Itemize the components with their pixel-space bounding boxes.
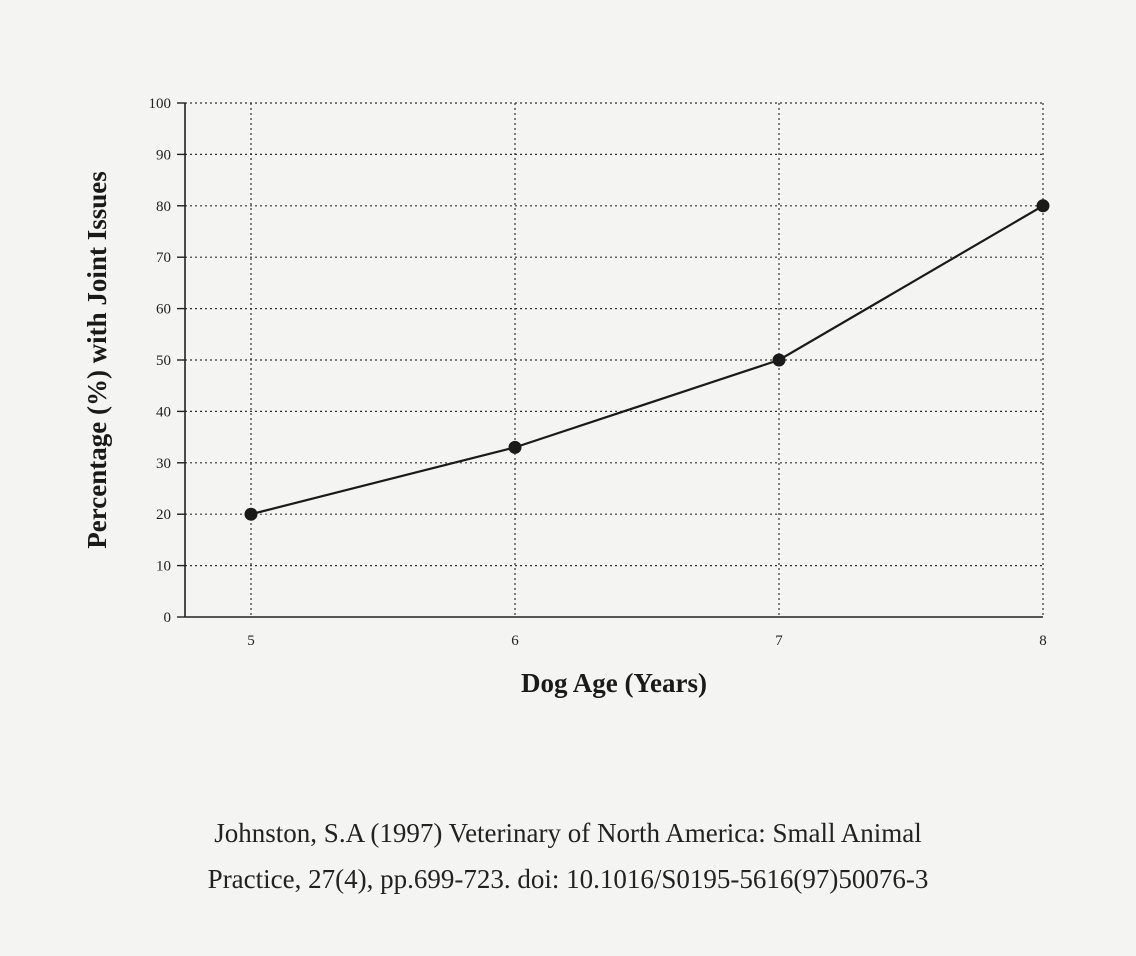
x-axis-title: Dog Age (Years) <box>521 668 707 698</box>
x-tick-label: 8 <box>1039 633 1047 649</box>
data-point <box>244 507 258 521</box>
data-point <box>508 440 522 454</box>
y-tick-label: 90 <box>156 147 171 163</box>
y-tick-label: 0 <box>164 610 172 626</box>
y-tick-label: 30 <box>156 456 171 472</box>
data-point <box>1036 199 1050 213</box>
y-tick-label: 20 <box>156 507 171 523</box>
y-tick-label: 60 <box>156 302 171 318</box>
y-tick-label: 50 <box>156 353 171 369</box>
y-axis-title: Percentage (%) with Joint Issues <box>82 171 112 548</box>
grid-lines <box>185 102 1044 617</box>
x-tick-label: 7 <box>775 633 783 649</box>
y-tick-label: 40 <box>156 404 171 420</box>
y-tick-label: 70 <box>156 250 171 266</box>
x-tick-label: 5 <box>247 633 255 649</box>
data-series <box>244 199 1050 521</box>
x-tick-label: 6 <box>511 633 519 649</box>
y-tick-label: 80 <box>156 199 171 215</box>
axes <box>177 102 1043 618</box>
citation-line-2: Practice, 27(4), pp.699-723. doi: 10.101… <box>207 864 929 894</box>
y-tick-label: 10 <box>156 559 171 575</box>
data-point <box>772 353 786 367</box>
series-line <box>250 204 1044 516</box>
y-tick-label: 100 <box>149 96 172 112</box>
tick-labels: 0 10 20 30 40 50 60 70 80 90 100 5 6 7 8 <box>149 96 1047 649</box>
citation-line-1: Johnston, S.A (1997) Veterinary of North… <box>214 818 922 848</box>
